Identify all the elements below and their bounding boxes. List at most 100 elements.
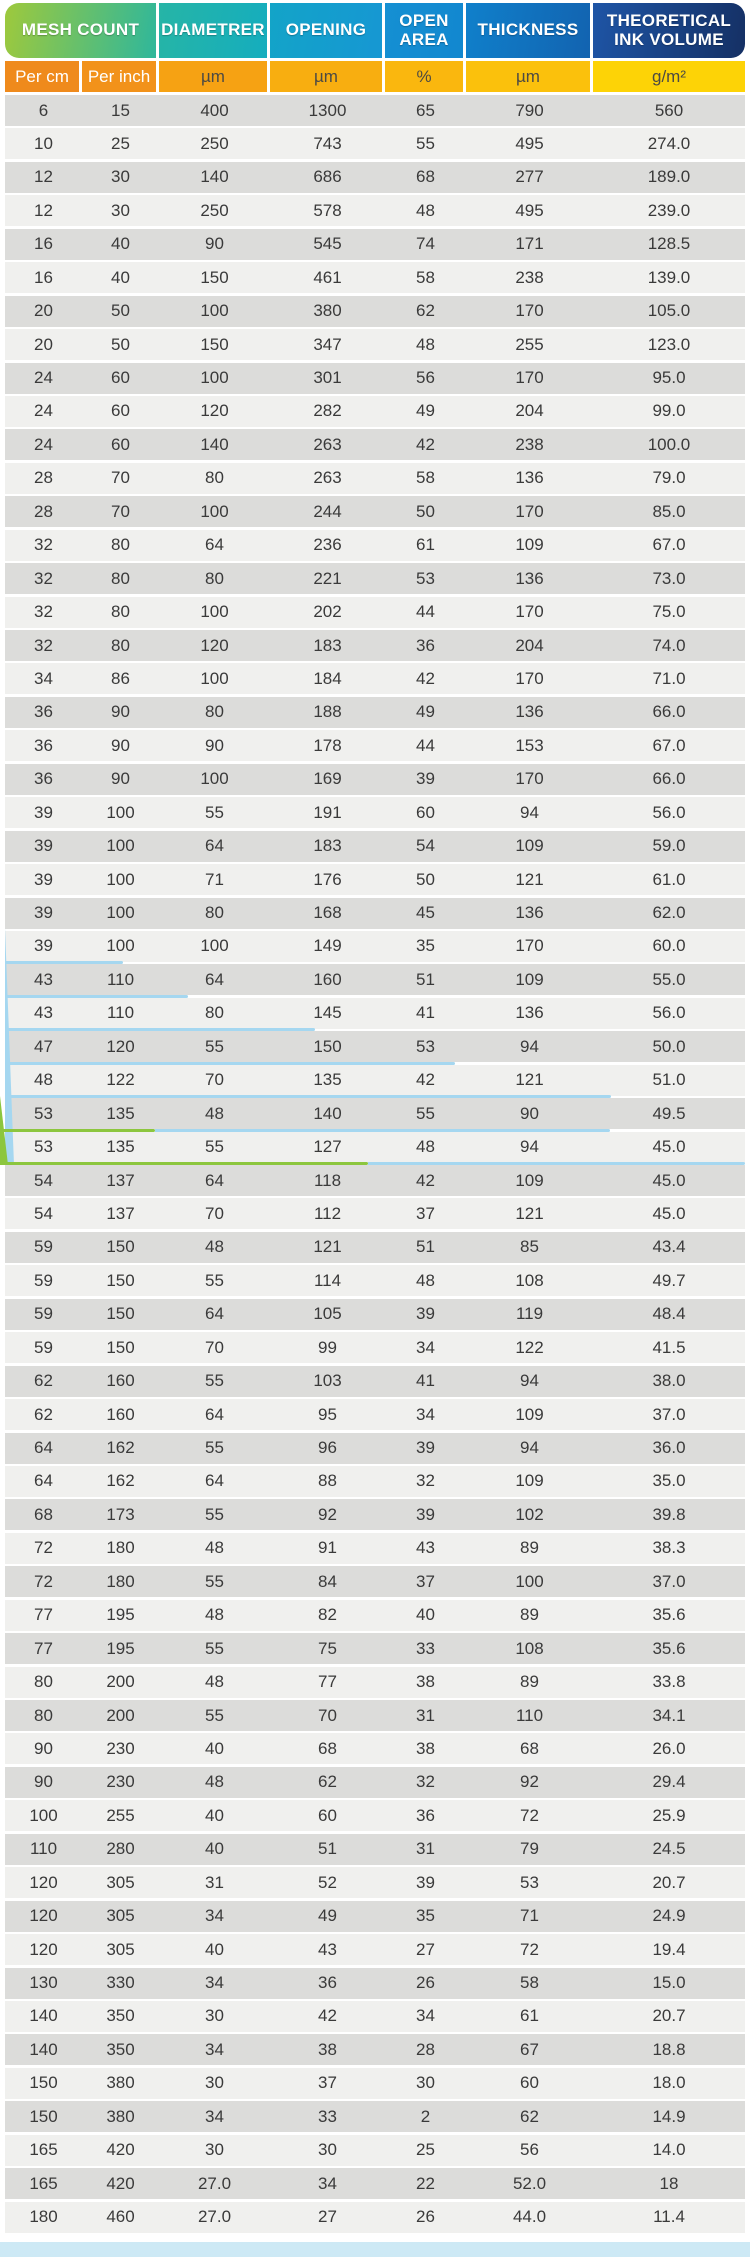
- table-cell: 27: [318, 2207, 337, 2227]
- unit-cell-ink-volume: g/m²: [593, 61, 745, 92]
- table-cell: 36: [34, 702, 53, 722]
- table-cell: 168: [313, 903, 342, 922]
- table-cell: 45.0: [652, 1170, 686, 1190]
- table-cell: 36: [416, 1805, 435, 1825]
- table-cell: 100: [106, 802, 135, 822]
- table-cell: 72: [520, 1939, 539, 1959]
- table-row: 120 305 34 49 35 71 24.9: [5, 1900, 745, 1932]
- table-cell: 30: [318, 2140, 337, 2160]
- table-cell: 34: [416, 2006, 435, 2026]
- table-cell: 420: [106, 2140, 135, 2160]
- table-cell: 73.0: [652, 568, 686, 588]
- table-cell: 60: [111, 368, 130, 387]
- table-cell: 460: [106, 2207, 135, 2227]
- table-cell: 59.0: [652, 836, 686, 856]
- table-cell: 140: [200, 167, 229, 187]
- table-cell: 70: [205, 1070, 224, 1090]
- table-cell: 59: [34, 1337, 53, 1357]
- unit-cell-diametrer: µm: [159, 61, 267, 92]
- table-cell: 160: [313, 969, 342, 989]
- table-cell: 120: [200, 635, 229, 655]
- table-cell: 55: [205, 1438, 224, 1457]
- table-cell: 100: [106, 903, 135, 922]
- table-row: 48 122 70 135 42 121 51.0: [5, 1064, 745, 1096]
- table-cell: 12: [34, 167, 53, 187]
- table-cell: 6: [38, 100, 49, 120]
- table-cell: 68: [520, 1738, 539, 1758]
- table-cell: 51: [318, 1839, 337, 1859]
- table-cell: 34: [416, 1337, 435, 1357]
- table-cell: 380: [106, 2073, 135, 2093]
- table-cell: 33: [416, 1638, 435, 1658]
- unit-cell-per-cm: Per cm: [5, 61, 79, 92]
- table-cell: 39: [416, 1872, 435, 1892]
- table-cell: 109: [515, 535, 544, 555]
- table-cell: 49: [416, 702, 435, 722]
- table-cell: 40: [111, 267, 130, 287]
- table-row: 16 40 90 545 74 171 128.5: [5, 228, 745, 260]
- table-cell: 105: [313, 1304, 342, 1324]
- table-cell: 70: [111, 501, 130, 521]
- table-row: 39 100 55 191 60 94 56.0: [5, 797, 745, 829]
- table-cell: 64: [34, 1438, 53, 1457]
- table-cell: 64: [205, 535, 224, 555]
- table-row: 72 180 48 91 43 89 38.3: [5, 1532, 745, 1564]
- table-cell: 50: [111, 301, 130, 321]
- table-cell: 36: [34, 769, 53, 789]
- table-cell: 200: [106, 1705, 135, 1725]
- table-cell: 461: [313, 267, 342, 287]
- table-cell: 71: [520, 1906, 539, 1926]
- table-cell: 55: [416, 1103, 435, 1123]
- table-cell: 90: [205, 234, 224, 254]
- table-row: 120 305 40 43 27 72 19.4: [5, 1934, 745, 1966]
- table-cell: 86: [111, 668, 130, 688]
- table-cell: 42: [318, 2006, 337, 2026]
- table-cell: 10: [34, 133, 53, 153]
- table-cell: 42: [416, 434, 435, 454]
- table-cell: 80: [205, 903, 224, 922]
- table-cell: 64: [205, 1304, 224, 1324]
- unit-cell-per-inch: Per inch: [82, 61, 156, 92]
- table-row: 54 137 64 118 42 109 45.0: [5, 1165, 745, 1196]
- table-row: 77 195 48 82 40 89 35.6: [5, 1599, 745, 1631]
- table-cell: 39: [416, 769, 435, 789]
- table-row: 54 137 70 112 37 121 45.0: [5, 1198, 745, 1230]
- table-cell: 80: [111, 635, 130, 655]
- table-cell: 100: [200, 936, 229, 956]
- table-row: 28 70 100 244 50 170 85.0: [5, 496, 745, 528]
- table-cell: 90: [34, 1738, 53, 1758]
- table-cell: 305: [106, 1872, 135, 1892]
- table-cell: 65: [416, 100, 435, 120]
- table-cell: 135: [106, 1103, 135, 1123]
- table-cell: 94: [520, 802, 539, 822]
- table-cell: 100: [106, 836, 135, 856]
- table-cell: 250: [200, 200, 229, 220]
- table-cell: 26: [416, 1973, 435, 1992]
- table-cell: 18.8: [652, 2039, 686, 2059]
- table-cell: 28: [416, 2039, 435, 2059]
- table-row: 43 110 64 160 51 109 55.0: [5, 964, 745, 996]
- table-cell: 48: [416, 1270, 435, 1290]
- table-cell: 80: [205, 468, 224, 488]
- table-cell: 61: [520, 2006, 539, 2026]
- table-cell: 92: [318, 1504, 337, 1524]
- table-cell: 56: [416, 368, 435, 387]
- table-row: 20 50 100 380 62 170 105.0: [5, 295, 745, 327]
- table-cell: 16: [34, 234, 53, 254]
- table-cell: 280: [106, 1839, 135, 1859]
- table-cell: 53: [520, 1872, 539, 1892]
- table-cell: 20.7: [652, 1872, 686, 1892]
- table-cell: 108: [515, 1270, 544, 1290]
- table-cell: 578: [313, 200, 342, 220]
- table-cell: 32: [416, 1471, 435, 1491]
- table-cell: 49.5: [652, 1103, 686, 1123]
- table-cell: 72: [34, 1571, 53, 1591]
- table-row: 80 200 55 70 31 110 34.1: [5, 1700, 745, 1731]
- unit-cell-open-area: %: [385, 61, 463, 92]
- table-cell: 49: [416, 401, 435, 421]
- table-cell: 12: [34, 200, 53, 220]
- table-cell: 100: [515, 1571, 544, 1591]
- table-cell: 53: [416, 568, 435, 588]
- table-cell: 27: [416, 1939, 435, 1959]
- table-cell: 94: [520, 1438, 539, 1457]
